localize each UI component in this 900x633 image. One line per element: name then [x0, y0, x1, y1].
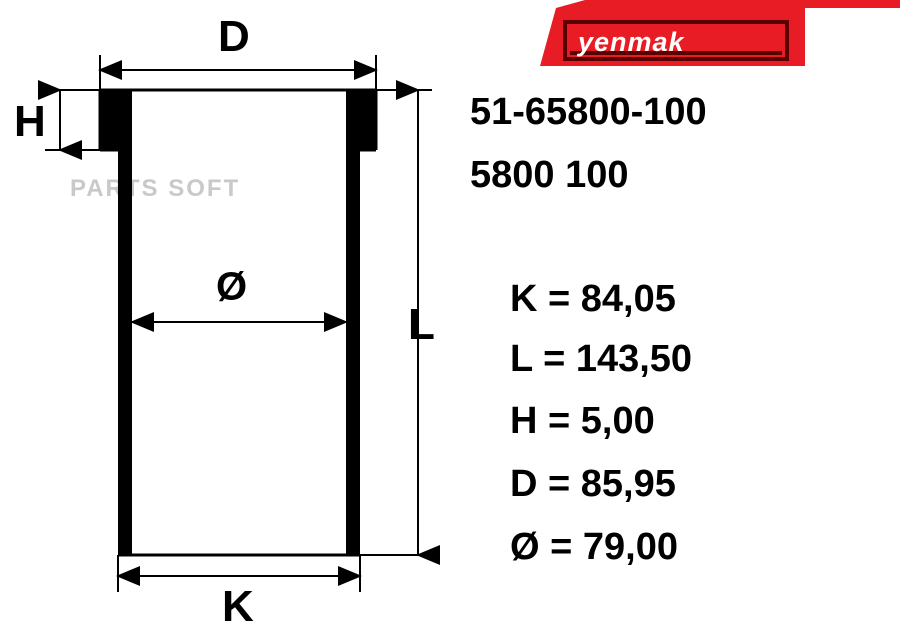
- label-L: L: [408, 300, 435, 350]
- label-D: D: [218, 12, 250, 62]
- label-K: K: [222, 582, 254, 632]
- label-diam: Ø: [216, 265, 247, 310]
- label-H: H: [14, 97, 46, 147]
- wall-left: [118, 90, 132, 555]
- wall-right: [346, 90, 360, 555]
- diagram: [0, 0, 900, 633]
